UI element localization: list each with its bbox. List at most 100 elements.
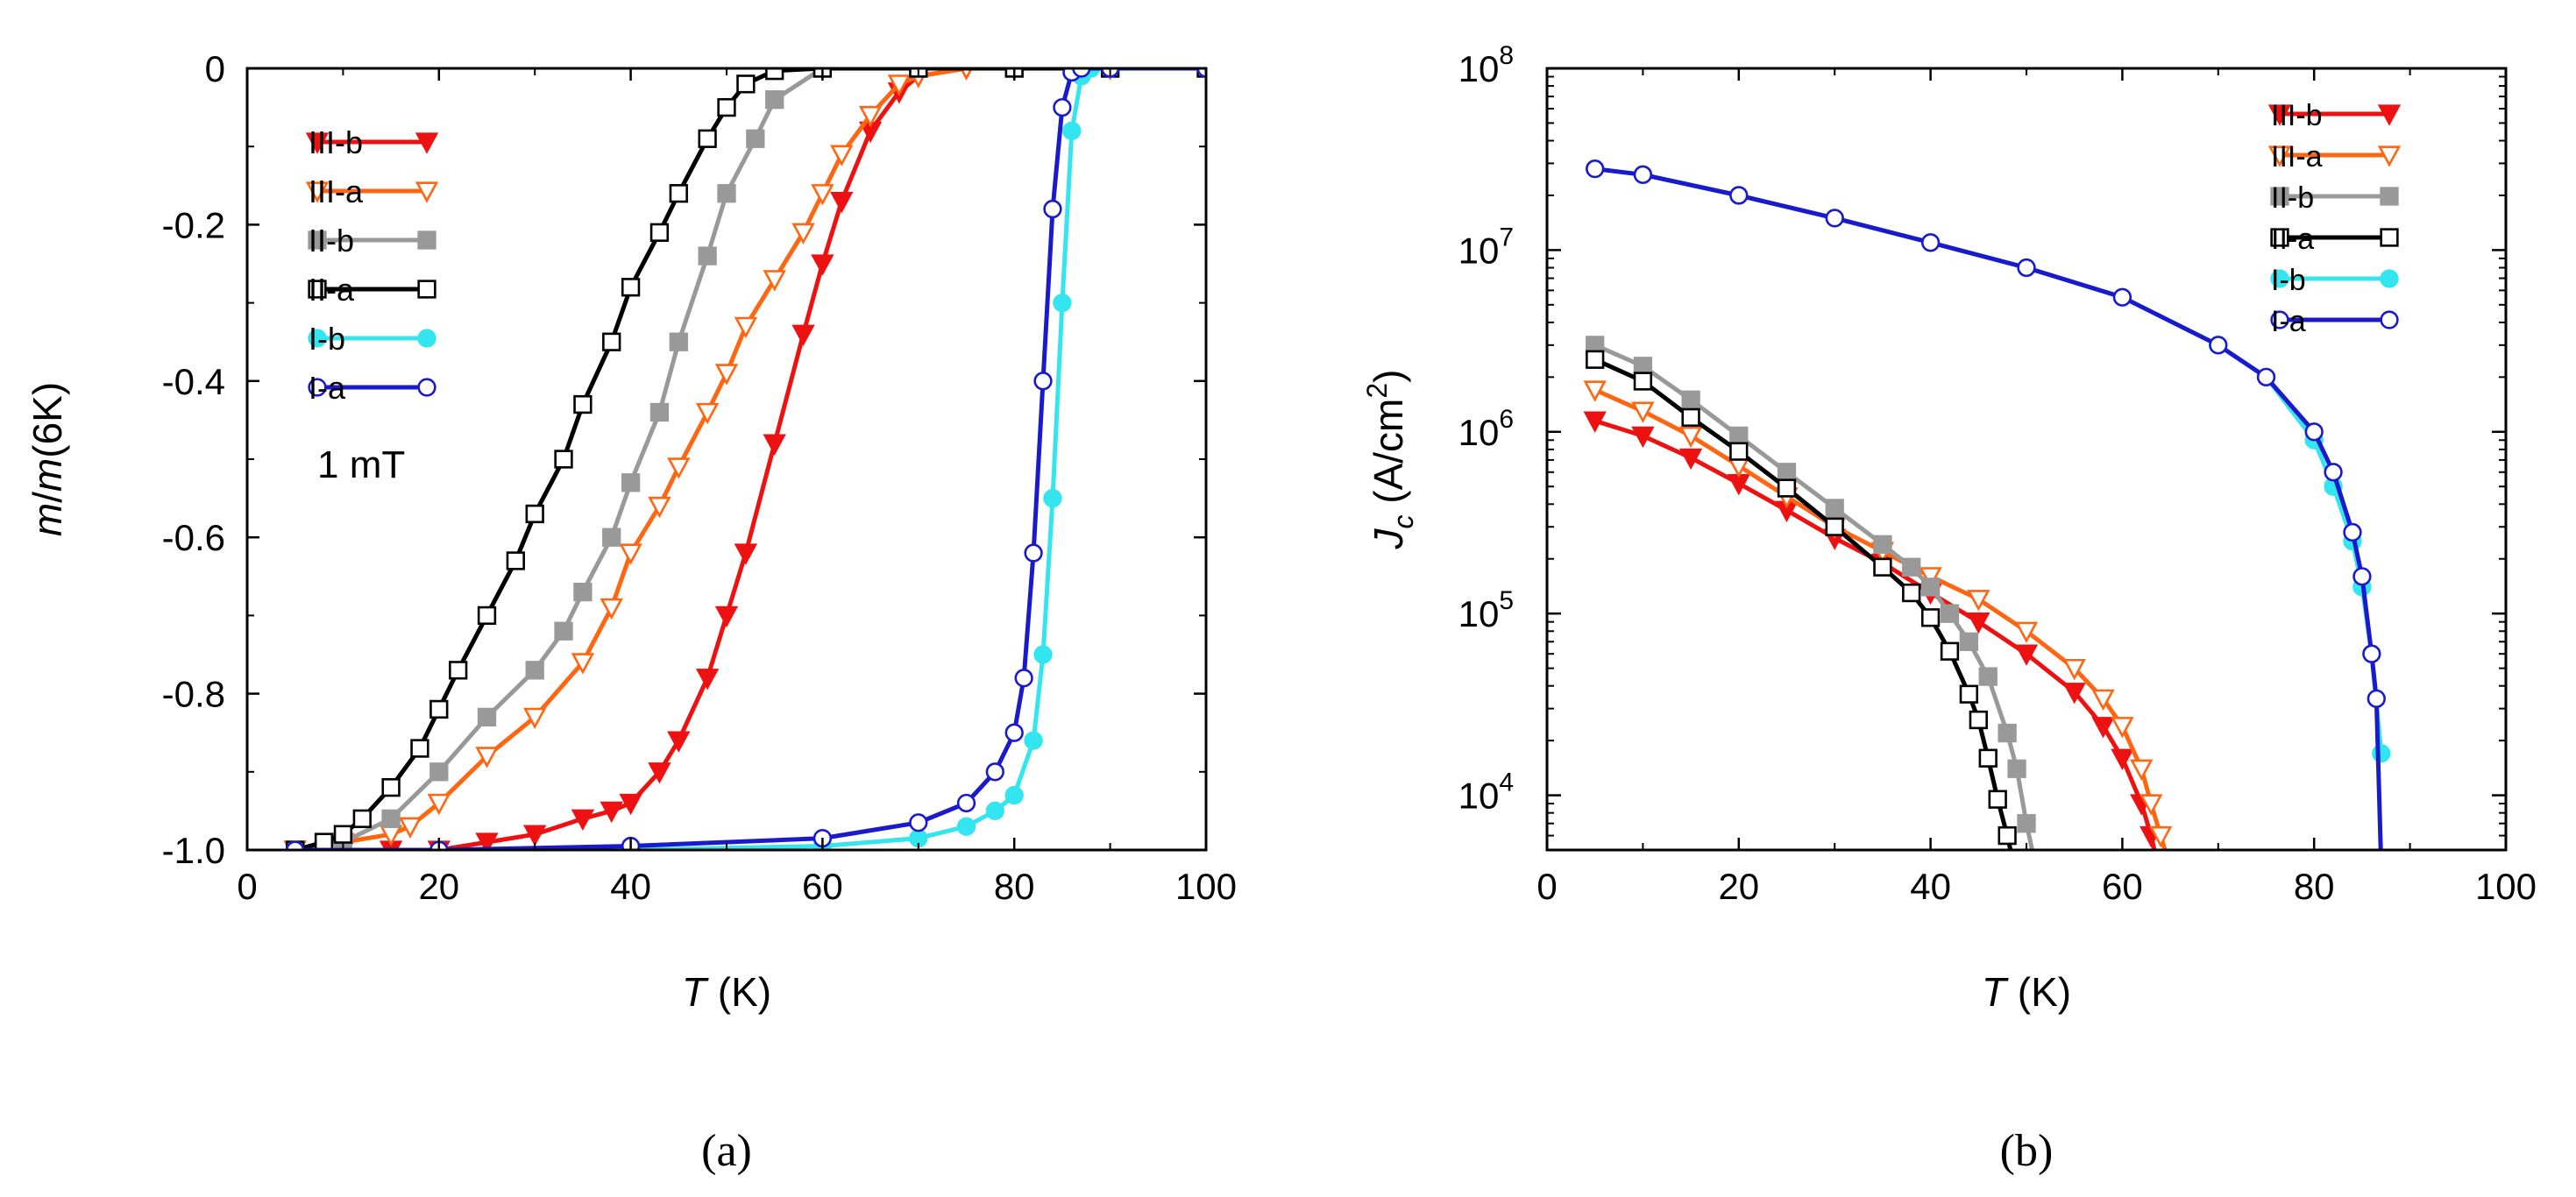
data-point-i-a (1033, 372, 1053, 391)
legend-marker-i-b (417, 329, 436, 348)
data-point-ii-a (1969, 710, 1988, 730)
data-point-i-a (2362, 644, 2381, 663)
data-point-ii-b (2007, 759, 2026, 778)
data-point-ii-a (2009, 870, 2026, 887)
legend-marker-ii-a (2380, 228, 2399, 247)
y-tick-label: 0 (205, 48, 225, 89)
legend-marker-iii-b (415, 132, 439, 154)
data-point-ii-a (1729, 442, 1749, 461)
data-point-iii-b (714, 606, 739, 628)
data-point-ii-a (1777, 478, 1797, 498)
data-point-ii-b (698, 246, 717, 266)
data-point-ii-b (669, 332, 688, 351)
data-point-ii-a (1825, 517, 1844, 536)
series-line-iii-a (1593, 387, 2168, 850)
data-point-iii-a (811, 184, 834, 206)
data-point-ii-a (1873, 557, 1892, 577)
data-point-iii-a (2091, 689, 2115, 712)
data-point-iii-a (523, 707, 547, 730)
caption-a: (a) (701, 1126, 752, 1176)
legend-label-i-a: I-a (2271, 305, 2306, 338)
y-axis-label: Jc (A/cm2) (1361, 369, 1419, 549)
data-point-ii-b (765, 90, 784, 110)
x-tick-label: 100 (1175, 866, 1237, 907)
legend-label-iii-a: III-a (309, 174, 364, 209)
data-point-iii-b (763, 434, 786, 456)
data-point-iii-a (2014, 621, 2039, 644)
data-point-iii-a (714, 364, 739, 386)
data-point-ii-a (506, 551, 525, 570)
legend-marker-i-a (308, 378, 327, 397)
legend-label-i-b: I-b (2271, 264, 2306, 297)
data-point-ii-b (717, 184, 736, 203)
data-point-ii-b (381, 809, 401, 828)
legend-marker-ii-b (417, 230, 436, 250)
data-point-i-b (2372, 744, 2391, 763)
data-point-iii-a (619, 543, 642, 565)
y-tick-label: -0.6 (162, 517, 225, 558)
data-point-iii-b (1727, 474, 1750, 496)
data-point-ii-b (1978, 667, 1998, 686)
legend-marker-ii-b (2380, 187, 2399, 206)
data-point-ii-a (698, 129, 717, 148)
y-tick-label: -0.2 (162, 204, 225, 245)
data-point-ii-b (602, 528, 621, 547)
legend-marker-iii-a (2377, 145, 2402, 167)
legend-marker-ii-a (2270, 228, 2289, 247)
data-point-ii-a (554, 450, 573, 469)
data-point-i-a (1586, 159, 1605, 179)
y-tick-label: -0.4 (162, 361, 225, 402)
data-point-ii-a (477, 606, 497, 626)
data-point-i-a (1729, 186, 1749, 205)
data-point-i-a (1024, 543, 1043, 563)
data-point-ii-a (381, 777, 401, 797)
series-line-ii-a (1593, 358, 2013, 850)
data-point-ii-a (333, 825, 353, 844)
data-point-ii-a (765, 68, 784, 81)
data-point-ii-a (649, 223, 670, 242)
legend: III-b III-a II-b II-a I-b I-a (2267, 99, 2402, 338)
data-point-i-a (2367, 689, 2386, 708)
data-point-i-a (2017, 258, 2036, 278)
data-point-i-b (1004, 785, 1024, 805)
data-point-iii-b (2111, 748, 2134, 770)
data-point-i-b (1024, 731, 1043, 750)
chart-panel-a: 0 20 40 60 80 100 0 -0.2 -0.4 -0.6 -0.8 -1.0 T (K) m/… (25, 48, 1237, 1015)
legend-marker-i-b (2380, 269, 2399, 288)
data-point-ii-a (1978, 748, 1998, 768)
data-point-ii-b (1681, 390, 1700, 409)
data-point-iii-a (2062, 658, 2086, 681)
data-point-i-b (1062, 121, 1082, 141)
y-tick-label: -0.8 (162, 674, 225, 715)
data-point-iii-a (2130, 759, 2154, 781)
chart-panel-b: 0 20 40 60 80 100 104 105 106 107 108 T (K) Jc (A/cm… (1361, 41, 2537, 1015)
data-point-ii-b (477, 707, 497, 727)
data-point-ii-b (621, 473, 641, 492)
series-group (283, 68, 1206, 850)
data-point-i-a (2112, 287, 2132, 307)
legend-label-iii-a: III-a (2271, 140, 2323, 174)
data-point-i-a (1004, 723, 1024, 742)
data-point-ii-a (449, 661, 468, 680)
x-axis-label: T (K) (1982, 969, 2071, 1015)
series-line-i-a (1594, 166, 2383, 850)
x-tick-label: 40 (1910, 866, 1951, 907)
data-point-iii-a (1919, 567, 1942, 589)
data-point-ii-a (573, 394, 593, 414)
data-point-iii-b (2014, 644, 2039, 666)
data-point-iii-a (858, 105, 883, 128)
legend-label-ii-a: II-a (2271, 223, 2314, 256)
data-point-i-a (985, 762, 1004, 782)
data-point-iii-b (811, 254, 834, 276)
data-point-iii-b (2062, 683, 2086, 705)
data-point-iii-a (791, 223, 815, 245)
data-point-iii-a (2148, 825, 2173, 848)
data-point-ii-a (669, 184, 688, 203)
series-group (1583, 159, 2391, 887)
data-point-ii-b (554, 621, 573, 641)
data-point-ii-a (525, 504, 544, 524)
data-point-ii-a (352, 809, 372, 828)
data-point-ii-b (573, 582, 593, 602)
legend-marker-ii-a (417, 280, 436, 299)
